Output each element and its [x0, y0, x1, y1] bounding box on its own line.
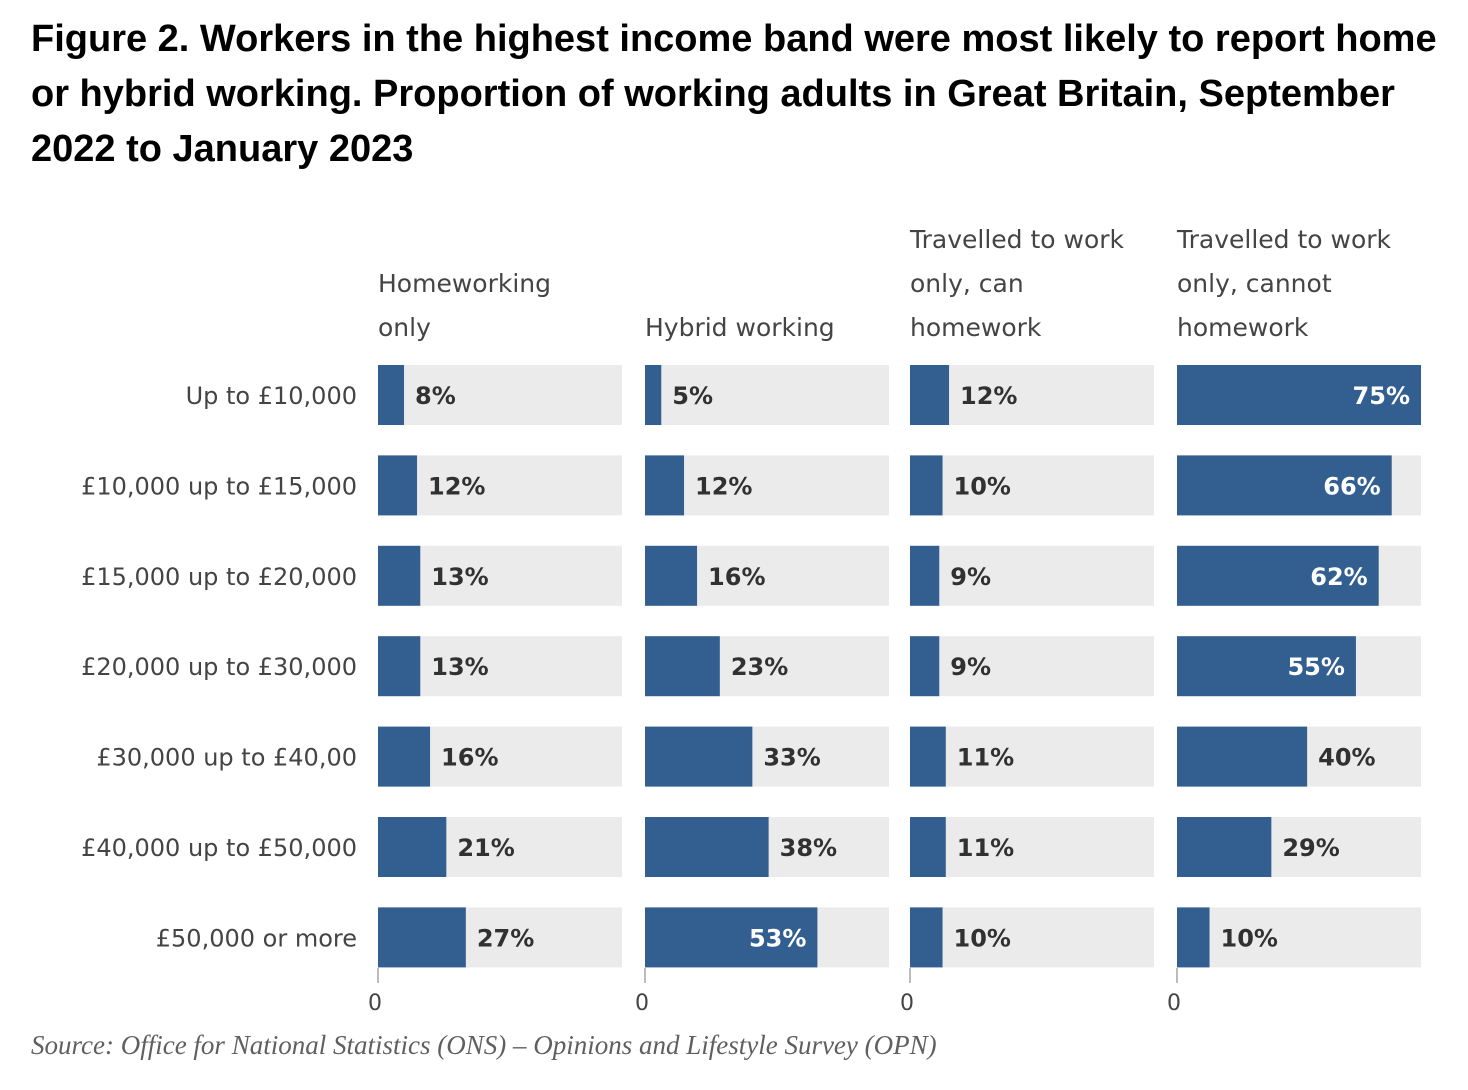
bar [910, 545, 940, 606]
data-label: 21% [457, 834, 514, 862]
bar [1177, 455, 1392, 516]
bar-track [910, 636, 1154, 697]
data-label: 55% [1287, 653, 1344, 681]
bar-track [910, 907, 1154, 968]
data-label: 12% [960, 382, 1017, 410]
panel-title: Travelled to work [909, 225, 1125, 254]
axis-tick-label: 0 [368, 991, 382, 1016]
panel-travelled-to-work-only-cannot-homework: Travelled to work only, cannot homework 75%… [1167, 225, 1421, 1016]
panel-title: Travelled to work [1176, 225, 1392, 254]
data-label: 62% [1310, 563, 1367, 591]
data-label: 10% [954, 472, 1011, 500]
data-label: 33% [763, 744, 820, 772]
bar [910, 726, 946, 787]
panel-title: only, cannot [1177, 269, 1332, 298]
bar [645, 726, 753, 787]
data-label: 40% [1318, 744, 1375, 772]
bar [378, 455, 418, 516]
data-label: 53% [749, 924, 806, 952]
data-label: 13% [431, 563, 488, 591]
source-note: Source: Office for National Statistics (… [31, 1030, 937, 1060]
data-label: 66% [1323, 472, 1380, 500]
bar [378, 636, 421, 697]
panel-title: homework [1177, 313, 1309, 342]
bar [1177, 545, 1379, 606]
chart-title: Figure 2. Workers in the highest income … [31, 18, 1437, 170]
panel-homeworking-only: Homeworking only 8% 12% 13% 13% 16% 21% 27% 0 [368, 269, 622, 1016]
bar [1177, 365, 1421, 425]
data-label: 10% [1221, 924, 1278, 952]
data-label: 13% [431, 653, 488, 681]
axis-tick-label: 0 [635, 991, 649, 1016]
bar-track [645, 455, 889, 516]
bar [378, 545, 421, 606]
bar [910, 455, 943, 516]
bar [378, 365, 405, 425]
category-label: £30,000 up to £40,00 [96, 744, 357, 772]
panel-title: Hybrid working [645, 313, 835, 342]
category-label: £20,000 up to £30,000 [81, 653, 357, 681]
bar [1177, 907, 1210, 968]
bar-track [910, 726, 1154, 787]
bar [378, 726, 431, 787]
category-label: £40,000 up to £50,000 [81, 834, 357, 862]
data-label: 16% [441, 744, 498, 772]
data-label: 11% [957, 834, 1014, 862]
category-label: £50,000 or more [156, 924, 357, 952]
bar-track [910, 365, 1154, 425]
panel-travelled-to-work-only-can-homework: Travelled to work only, can homework 12% 10%… [900, 225, 1154, 1016]
data-label: 12% [428, 472, 485, 500]
data-label: 8% [415, 382, 456, 410]
bar [910, 817, 946, 877]
axis-tick-label: 0 [1167, 991, 1181, 1016]
bar [645, 907, 818, 968]
panel-title: homework [910, 313, 1042, 342]
panel-title: only [378, 313, 431, 342]
data-label: 27% [477, 924, 534, 952]
bar [910, 636, 940, 697]
bar [1177, 636, 1356, 697]
axis-tick-label: 0 [900, 991, 914, 1016]
bar-track [645, 365, 889, 425]
bar [645, 545, 698, 606]
bar-track [378, 365, 622, 425]
category-label: £15,000 up to £20,000 [81, 563, 357, 591]
bar-track [1177, 907, 1421, 968]
panel-title: Homeworking [378, 269, 551, 298]
bar-track [910, 817, 1154, 877]
data-label: 12% [695, 472, 752, 500]
bar [378, 907, 466, 968]
data-label: 9% [950, 563, 991, 591]
bar-track [910, 545, 1154, 606]
data-label: 16% [708, 563, 765, 591]
data-label: 75% [1353, 382, 1410, 410]
bar [910, 907, 943, 968]
bar [910, 365, 950, 425]
panel-hybrid-working: Hybrid working 5% 12% 16% 23% 33% 38% 53% 0 [635, 313, 889, 1016]
bar-track [378, 455, 622, 516]
data-label: 29% [1282, 834, 1339, 862]
bar [1177, 817, 1272, 877]
data-label: 5% [672, 382, 713, 410]
bar [645, 365, 662, 425]
bar [378, 817, 447, 877]
bar [645, 455, 685, 516]
data-label: 10% [954, 924, 1011, 952]
bar-track [910, 455, 1154, 516]
panel-title: only, can [910, 269, 1024, 298]
category-label: Up to £10,000 [186, 382, 357, 410]
bar [1177, 726, 1308, 787]
data-label: 9% [950, 653, 991, 681]
bar [645, 636, 720, 697]
bar [645, 817, 769, 877]
data-label: 23% [731, 653, 788, 681]
category-label: £10,000 up to £15,000 [81, 472, 357, 500]
data-label: 11% [957, 744, 1014, 772]
data-label: 38% [780, 834, 837, 862]
